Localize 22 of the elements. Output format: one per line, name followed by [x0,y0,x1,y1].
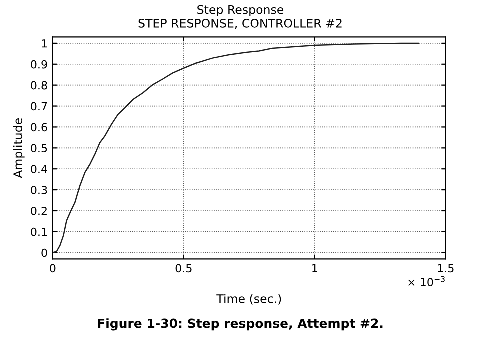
y-tick-label: 0 [42,248,48,258]
y-tick-label: 0.9 [31,60,48,69]
caption: Figure 1-30: Step response, Attempt #2. [98,318,383,331]
line-series [52,42,420,254]
chart-title: Step Response [198,5,284,17]
y-tick-label: 0.3 [31,186,48,194]
y-axis-title: Amplitude [13,118,25,178]
y-tick-label: 0.5 [31,144,48,153]
x-axis-title: Time (sec.) [216,294,282,305]
text: × 10$^{−3}$ [408,276,445,287]
x-tick-label: 0.5 [176,264,192,273]
y-tick-label: 0.8 [31,81,48,90]
chart-subtitle: STEP RESPONSE, CONTROLLER #2 [138,18,342,30]
x-tick-label: 1.5 [438,264,454,273]
y-tick-label: 1 [42,40,48,48]
y-tick-label: 0.2 [31,206,47,216]
x-tick-label: 1 [312,264,318,272]
y-tick-label: 0.6 [31,123,48,132]
y-tick-label: 0.1 [31,228,48,236]
y-tick-label: 0.7 [31,102,48,111]
y-tick-label: 0.4 [31,165,48,174]
x-tick-label: 0 [50,264,56,273]
